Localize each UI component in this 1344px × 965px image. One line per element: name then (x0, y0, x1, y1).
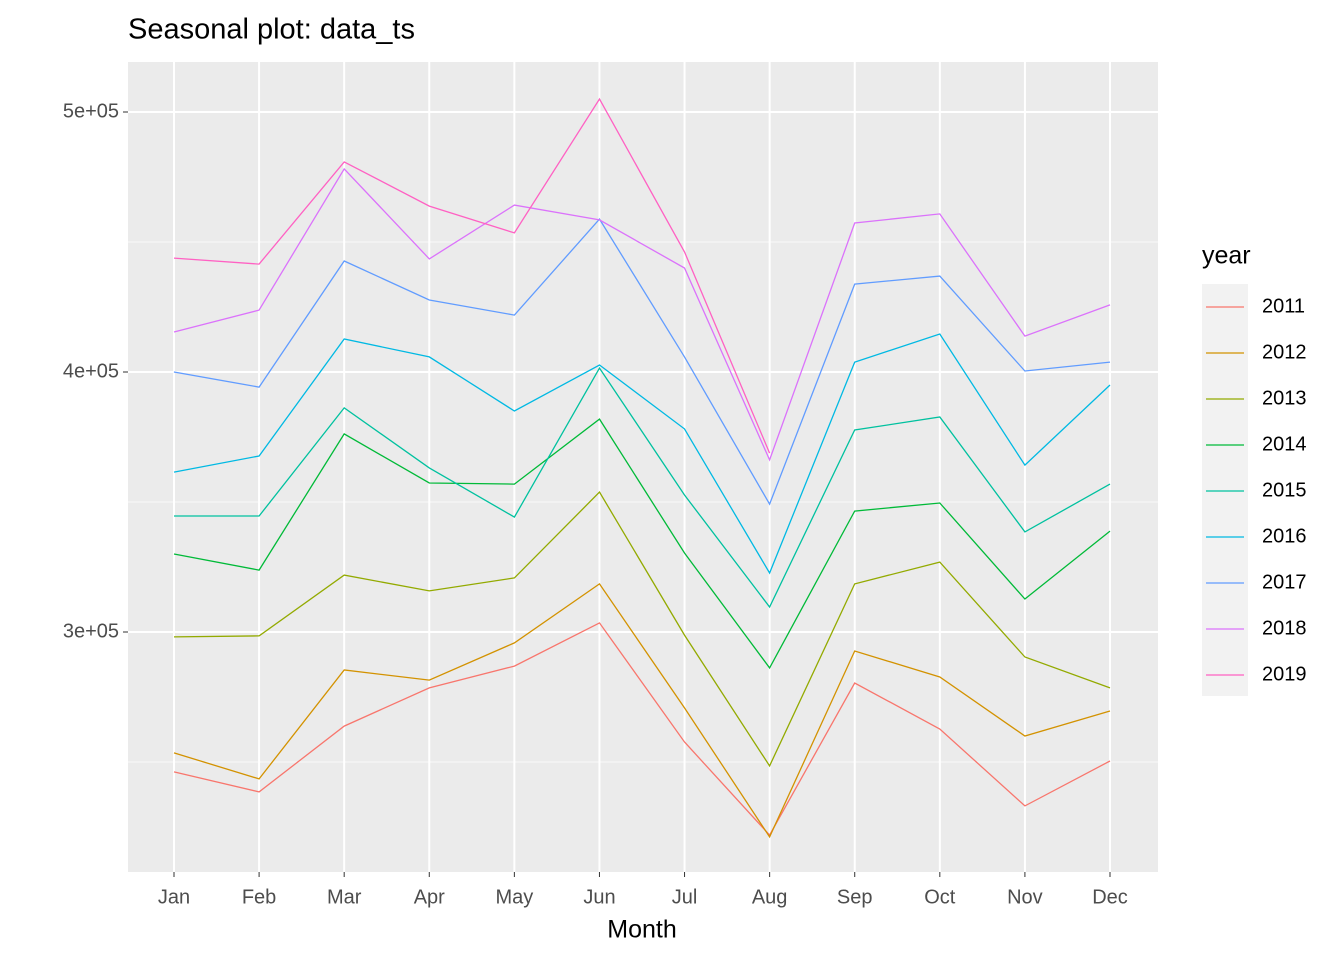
series-line (173, 418, 1111, 670)
legend-label: 2019 (1262, 663, 1307, 685)
x-tick-label: Sep (837, 886, 873, 908)
x-tick-label: Mar (327, 886, 362, 908)
x-tick-label: Aug (752, 886, 788, 908)
y-tick-label: 3e+05 (63, 620, 119, 642)
x-tick-label: Jul (672, 886, 698, 908)
x-tick-label: Nov (1007, 886, 1043, 908)
legend-label: 2018 (1262, 617, 1307, 639)
x-tick-label: Dec (1092, 886, 1128, 908)
x-tick-label: May (495, 886, 533, 908)
legend: 2011 2012 2013 2014 2015 2016 2017 2018 2019 (1206, 295, 1307, 685)
x-tick-label: Jun (583, 886, 615, 908)
x-axis-title: Month (607, 916, 676, 944)
legend-label: 2013 (1262, 387, 1307, 409)
legend-label: 2011 (1262, 295, 1305, 317)
x-tick-label: Oct (924, 886, 956, 908)
plot-panel (128, 62, 1158, 872)
legend-key-background (1202, 284, 1248, 696)
series-line (174, 366, 1111, 609)
x-tick-label: Feb (242, 886, 276, 908)
legend-label: 2015 (1262, 479, 1307, 501)
series-line (173, 491, 1111, 768)
y-tick-label: 5e+05 (63, 100, 119, 122)
series-line (173, 218, 1111, 506)
series-line (173, 97, 771, 454)
chart-title: Seasonal plot: data_ts (128, 14, 415, 46)
legend-label: 2016 (1262, 525, 1307, 547)
x-tick-label: Apr (414, 886, 445, 908)
series-line (173, 167, 1111, 462)
series-line (173, 622, 1111, 837)
y-tick-label: 4e+05 (63, 360, 119, 382)
series-line (173, 333, 1111, 575)
series-line (173, 582, 1111, 839)
legend-label: 2017 (1262, 571, 1307, 593)
lines (173, 97, 1111, 839)
legend-label: 2014 (1262, 433, 1307, 455)
x-tick-label: Jan (158, 886, 190, 908)
legend-title: year (1202, 242, 1251, 270)
legend-label: 2012 (1262, 341, 1307, 363)
